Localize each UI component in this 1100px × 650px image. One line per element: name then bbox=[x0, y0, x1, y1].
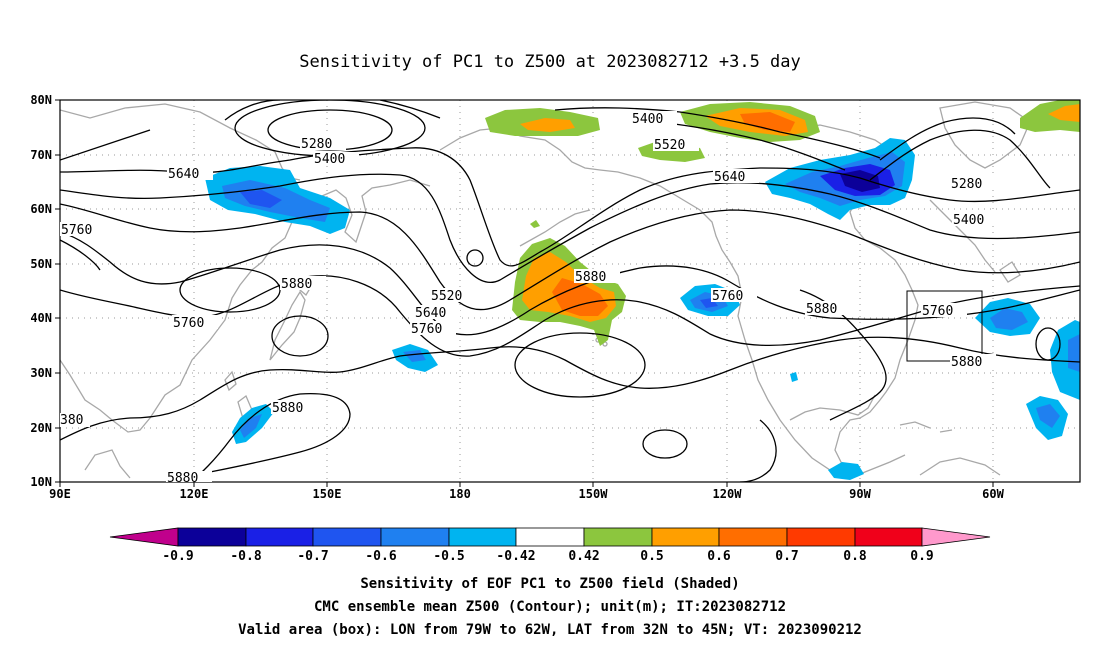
contour-label: 5640 bbox=[168, 167, 199, 182]
contour-label: 5880 bbox=[951, 355, 982, 370]
lat-label: 20N bbox=[30, 421, 52, 435]
colorbar-swatch bbox=[854, 527, 923, 547]
valid-area-box bbox=[906, 290, 983, 362]
colorbar-high-end bbox=[921, 527, 991, 547]
lon-label: 90W bbox=[849, 487, 871, 501]
colorbar-swatch bbox=[786, 527, 856, 547]
colorbar-swatch bbox=[718, 527, 788, 547]
lat-label: 70N bbox=[30, 148, 52, 162]
contour-label: 5760 bbox=[712, 289, 743, 304]
map-plot bbox=[60, 100, 1080, 482]
colorbar-label: -0.9 bbox=[162, 549, 193, 564]
map-title: Sensitivity of PC1 to Z500 at 2023082712… bbox=[299, 52, 801, 72]
lat-label: 10N bbox=[30, 475, 52, 489]
contour-label: 5880 bbox=[281, 277, 312, 292]
contour-label: 5520 bbox=[431, 289, 462, 304]
contour-label: 5760 bbox=[922, 304, 953, 319]
contour-label: 5280 bbox=[951, 177, 982, 192]
latitude-labels: 80N 70N 60N 50N 40N 30N 20N 10N bbox=[30, 93, 52, 489]
colorbar-swatch bbox=[177, 527, 247, 547]
colorbar-label: -0.7 bbox=[297, 549, 328, 564]
contour-label: 5760 bbox=[173, 316, 204, 331]
contour-label: 5400 bbox=[632, 112, 663, 127]
lat-label: 50N bbox=[30, 257, 52, 271]
colorbar: -0.9 -0.8 -0.7 -0.6 -0.5 -0.42 0.42 0.5 … bbox=[109, 527, 991, 564]
lon-label: 90E bbox=[49, 487, 71, 501]
colorbar-swatch bbox=[515, 527, 585, 547]
colorbar-label: -0.5 bbox=[433, 549, 464, 564]
caption-line-1: Sensitivity of EOF PC1 to Z500 field (Sh… bbox=[360, 576, 739, 592]
contour-label: 5640 bbox=[714, 170, 745, 185]
colorbar-label: -0.8 bbox=[230, 549, 261, 564]
colorbar-label: 0.5 bbox=[640, 549, 663, 564]
map-frame bbox=[59, 99, 1081, 483]
contour-label: 5760 bbox=[61, 223, 92, 238]
contour-label: 5400 bbox=[314, 152, 345, 167]
contour-label: 5280 bbox=[301, 137, 332, 152]
contour-label: 5400 bbox=[953, 213, 984, 228]
colorbar-label: 0.8 bbox=[843, 549, 867, 564]
colorbar-label: 0.6 bbox=[707, 549, 731, 564]
lon-label: 150E bbox=[313, 487, 342, 501]
colorbar-swatch bbox=[583, 527, 653, 547]
colorbar-swatch bbox=[380, 527, 450, 547]
contour-label: 5520 bbox=[654, 138, 685, 153]
caption-line-2: CMC ensemble mean Z500 (Contour); unit(m… bbox=[314, 599, 786, 615]
colorbar-label: 0.7 bbox=[775, 549, 798, 564]
colorbar-label: 0.42 bbox=[568, 549, 599, 564]
colorbar-swatch bbox=[448, 527, 517, 547]
colorbar-label: -0.42 bbox=[496, 549, 535, 564]
axis-ticks bbox=[55, 99, 994, 487]
lon-label: 150W bbox=[579, 487, 609, 501]
lon-label: 60W bbox=[982, 487, 1004, 501]
colorbar-label: -0.6 bbox=[365, 549, 396, 564]
colorbar-swatch bbox=[312, 527, 382, 547]
caption-line-3: Valid area (box): LON from 79W to 62W, L… bbox=[238, 622, 862, 638]
lon-label: 120W bbox=[713, 487, 743, 501]
contour-label: 5880 bbox=[806, 302, 837, 317]
contour-labels: 5280 5400 5640 5760 5520 5400 5640 5280 … bbox=[60, 111, 998, 486]
colorbar-swatch bbox=[651, 527, 720, 547]
lat-label: 80N bbox=[30, 93, 52, 107]
contour-label: 5880 bbox=[167, 471, 198, 486]
lat-label: 60N bbox=[30, 202, 52, 216]
contour-label: 5880 bbox=[575, 270, 606, 285]
z500-contours bbox=[60, 100, 1080, 482]
colorbar-swatch bbox=[245, 527, 314, 547]
lon-label: 120E bbox=[180, 487, 209, 501]
contour-label: 5880 bbox=[272, 401, 303, 416]
colorbar-label: 0.9 bbox=[910, 549, 933, 564]
longitude-labels: 90E 120E 150E 180 150W 120W 90W 60W bbox=[49, 487, 1004, 501]
lat-label: 30N bbox=[30, 366, 52, 380]
contour-label: 5760 bbox=[411, 322, 442, 337]
contour-label: 380 bbox=[60, 413, 83, 428]
lon-label: 180 bbox=[449, 487, 471, 501]
colorbar-low-end bbox=[109, 527, 179, 547]
lat-label: 40N bbox=[30, 311, 52, 325]
contour-label: 5640 bbox=[415, 306, 446, 321]
